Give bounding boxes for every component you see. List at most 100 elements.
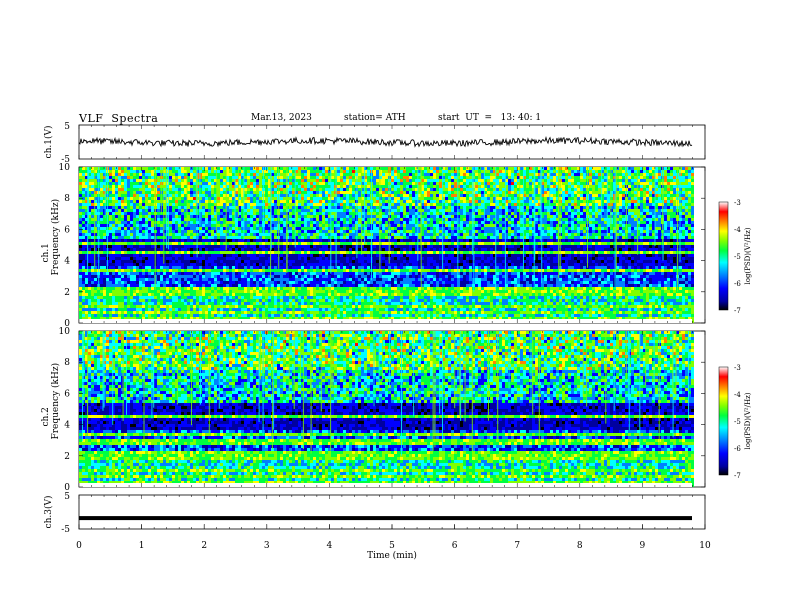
spectrogram-cell <box>82 200 85 203</box>
spectrogram-cell <box>685 203 688 206</box>
spectrogram-cell <box>430 206 433 209</box>
spectrogram-cell <box>142 218 145 221</box>
spectrogram-cell <box>142 185 145 188</box>
spectrogram-cell <box>538 185 541 188</box>
spectrogram-cell <box>148 188 151 191</box>
spectrogram-cell <box>664 197 667 200</box>
spectrogram-cell <box>136 236 139 239</box>
spectrogram-cell <box>373 185 376 188</box>
spectrogram-cell <box>631 167 634 170</box>
spectrogram-cell <box>223 233 226 236</box>
spectrogram-cell <box>658 218 661 221</box>
spectrogram-cell <box>400 230 403 233</box>
spectrogram-cell <box>496 170 499 173</box>
spectrogram-cell <box>181 203 184 206</box>
spectrogram-cell <box>163 215 166 218</box>
spectrogram-cell <box>595 221 598 224</box>
spectrogram-cell <box>307 224 310 227</box>
spectrogram-cell <box>619 209 622 212</box>
spectrogram-cell <box>184 176 187 179</box>
spectrogram-cell <box>310 176 313 179</box>
spectrogram-cell <box>109 197 112 200</box>
spectrogram-cell <box>376 200 379 203</box>
spectrogram-cell <box>142 233 145 236</box>
spectrogram-cell <box>439 230 442 233</box>
spectrogram-cell <box>496 218 499 221</box>
spectrogram-cell <box>190 179 193 182</box>
spectrogram-cell <box>421 176 424 179</box>
spectrogram-cell <box>103 224 106 227</box>
spectrogram-cell <box>421 233 424 236</box>
spectrogram-cell <box>229 194 232 197</box>
spectrogram-cell <box>346 182 349 185</box>
spectrogram-cell <box>208 197 211 200</box>
spectrogram-cell <box>616 179 619 182</box>
spectrogram-cell <box>424 236 427 239</box>
spectrogram-cell <box>376 233 379 236</box>
spectrogram-cell <box>328 182 331 185</box>
spectrogram-cell <box>508 173 511 176</box>
spectrogram-cell <box>187 185 190 188</box>
spectrogram-cell <box>163 233 166 236</box>
spectrogram-cell <box>610 197 613 200</box>
spectrogram-cell <box>301 167 304 170</box>
spectrogram-cell <box>151 203 154 206</box>
spectrogram-cell <box>268 170 271 173</box>
spectrogram-cell <box>358 203 361 206</box>
spectrogram-cell <box>340 227 343 230</box>
spectrogram-cell <box>622 170 625 173</box>
spectrogram-cell <box>244 194 247 197</box>
spectrogram-cell <box>673 233 676 236</box>
spectrogram-cell <box>208 233 211 236</box>
spectrogram-cell <box>589 167 592 170</box>
spectrogram-cell <box>583 236 586 239</box>
spectrogram-cell <box>643 206 646 209</box>
spectrogram-cell <box>118 176 121 179</box>
spectrogram-cell <box>199 179 202 182</box>
spectrogram-cell <box>343 230 346 233</box>
spectrogram-cell <box>523 170 526 173</box>
spectrogram-cell <box>226 200 229 203</box>
spectrogram-cell <box>508 212 511 215</box>
spectrogram-cell <box>175 200 178 203</box>
spectrogram-cell <box>199 218 202 221</box>
spectrogram-cell <box>460 185 463 188</box>
spectrogram-cell <box>292 167 295 170</box>
spectrogram-cell <box>232 203 235 206</box>
spectrogram-cell <box>250 194 253 197</box>
spectrogram-cell <box>682 200 685 203</box>
spectrogram-cell <box>610 209 613 212</box>
spectrogram-cell <box>565 185 568 188</box>
spectrogram-cell <box>571 224 574 227</box>
spectrogram-cell <box>562 179 565 182</box>
spectrogram-cell <box>514 218 517 221</box>
spectrogram-cell <box>565 227 568 230</box>
spectrogram-cell <box>394 191 397 194</box>
spectrogram-cell <box>514 224 517 227</box>
spectrogram-cell <box>376 230 379 233</box>
spectrogram-cell <box>184 215 187 218</box>
spectrogram-cell <box>481 194 484 197</box>
spectrogram-cell <box>667 200 670 203</box>
spectrogram-cell <box>109 227 112 230</box>
spectrogram-cell <box>208 203 211 206</box>
spectrogram-cell <box>289 227 292 230</box>
spectrogram-cell <box>673 215 676 218</box>
spectrogram-cell <box>148 221 151 224</box>
spectrogram-cell <box>511 182 514 185</box>
spectrogram-cell <box>202 212 205 215</box>
spectrogram-cell <box>499 191 502 194</box>
spectrogram-cell <box>445 194 448 197</box>
spectrogram-cell <box>601 203 604 206</box>
spectrogram-cell <box>568 194 571 197</box>
spectrogram-cell <box>658 188 661 191</box>
spectrogram-cell <box>283 227 286 230</box>
spectrogram-cell <box>181 182 184 185</box>
spectrogram-cell <box>508 224 511 227</box>
spectrogram-cell <box>313 185 316 188</box>
spectrogram-cell <box>532 209 535 212</box>
spectrogram-cell <box>511 227 514 230</box>
spectrogram-cell <box>343 200 346 203</box>
spectrogram-cell <box>187 206 190 209</box>
spectrogram-cell <box>520 176 523 179</box>
